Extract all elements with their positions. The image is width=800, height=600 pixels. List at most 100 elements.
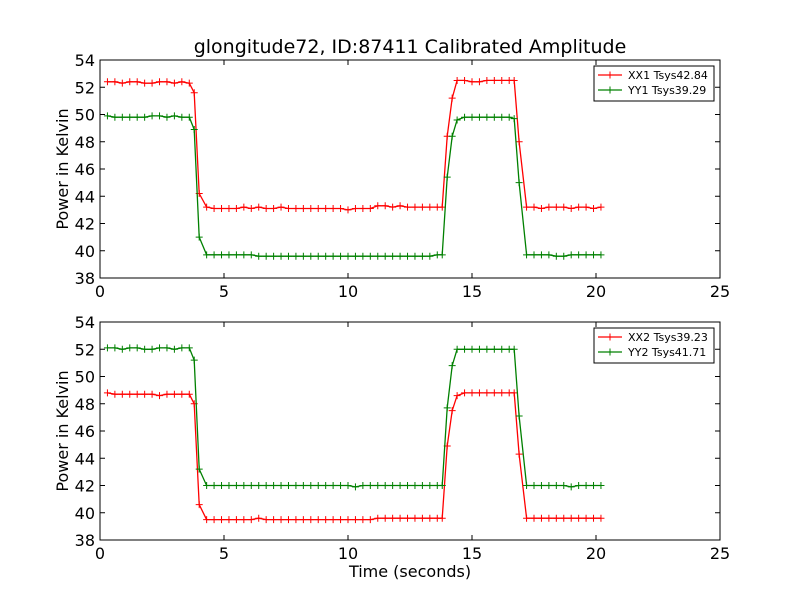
x-tick-label: 25: [710, 282, 730, 301]
data-point: [418, 514, 426, 522]
x-tick-label: 10: [338, 544, 358, 563]
data-point: [141, 390, 149, 398]
data-point: [284, 482, 292, 489]
data-point: [322, 482, 330, 489]
legend-box: [593, 65, 715, 102]
data-point: [418, 203, 426, 211]
data-point: [537, 205, 545, 213]
data-point: [210, 516, 218, 524]
y-tick-label: 44: [75, 187, 95, 206]
legend-marker: [606, 333, 614, 341]
data-point: [567, 251, 575, 259]
data-point: [190, 89, 198, 97]
data-point: [240, 482, 248, 489]
data-point: [210, 251, 218, 259]
data-point: [218, 516, 226, 524]
y-tick-label: 48: [75, 395, 95, 414]
data-point: [461, 345, 469, 353]
data-point: [163, 113, 171, 121]
data-point: [396, 482, 404, 489]
data-point: [210, 205, 218, 213]
data-point: [277, 252, 285, 260]
y-tick-label: 54: [75, 51, 95, 70]
data-point: [381, 514, 389, 522]
data-point: [597, 482, 605, 489]
data-point: [299, 516, 307, 524]
data-point: [314, 252, 322, 260]
data-point: [126, 113, 134, 121]
data-point: [170, 112, 178, 120]
data-point: [411, 482, 419, 489]
data-point: [475, 113, 483, 121]
data-point: [468, 113, 476, 121]
data-point: [426, 203, 434, 211]
data-point: [185, 113, 193, 121]
x-tick-label: 5: [219, 544, 229, 563]
legend-marker: [606, 348, 614, 356]
data-point: [185, 79, 193, 87]
data-point: [537, 514, 545, 522]
data-point: [575, 203, 583, 211]
y-tick-label: 38: [75, 531, 95, 550]
series-line: [107, 115, 601, 257]
data-point: [411, 203, 419, 211]
data-point: [366, 516, 374, 524]
data-point: [111, 113, 119, 121]
data-point: [262, 205, 270, 213]
data-point: [210, 482, 218, 489]
data-point: [453, 392, 461, 400]
data-point: [148, 79, 156, 87]
data-point: [103, 112, 111, 120]
data-point: [344, 482, 352, 489]
legend-marker: [606, 71, 614, 79]
data-point: [314, 482, 322, 489]
data-point: [374, 252, 382, 260]
data-point: [411, 252, 419, 260]
x-tick-label: 15: [462, 282, 482, 301]
data-point: [156, 392, 164, 400]
y-tick-label: 52: [75, 78, 95, 97]
data-point: [418, 482, 426, 489]
data-point: [590, 205, 598, 213]
data-point: [232, 205, 240, 213]
data-point: [597, 203, 605, 211]
data-point: [118, 79, 126, 87]
data-point: [426, 482, 434, 489]
data-point: [126, 78, 134, 86]
data-point: [329, 205, 337, 213]
data-point: [510, 115, 518, 123]
data-point: [404, 252, 412, 260]
data-point: [203, 251, 211, 259]
data-point: [567, 483, 575, 491]
data-point: [483, 345, 491, 353]
x-tick-label: 25: [710, 544, 730, 563]
data-point: [438, 203, 446, 211]
series-line: [107, 79, 602, 211]
data-point: [247, 205, 255, 213]
data-point: [232, 251, 240, 259]
data-point: [262, 252, 270, 260]
data-point: [453, 76, 461, 84]
data-point: [552, 252, 560, 260]
data-point: [468, 345, 476, 353]
data-point: [582, 251, 590, 259]
data-point: [163, 390, 171, 398]
data-point: [552, 514, 560, 522]
data-point: [552, 482, 560, 489]
data-point: [468, 78, 476, 86]
y-tick-label: 42: [75, 477, 95, 496]
data-point: [351, 483, 359, 491]
series-1: [103, 389, 605, 524]
data-point: [344, 206, 352, 214]
data-point: [307, 205, 315, 213]
data-point: [530, 482, 538, 489]
data-point: [118, 345, 126, 353]
y-tick-label: 46: [75, 160, 95, 179]
data-point: [404, 514, 412, 522]
data-point: [270, 205, 278, 213]
data-point: [590, 482, 598, 489]
legend-marker: [606, 86, 614, 94]
data-point: [483, 76, 491, 84]
data-point: [438, 482, 446, 489]
data-point: [156, 112, 164, 120]
